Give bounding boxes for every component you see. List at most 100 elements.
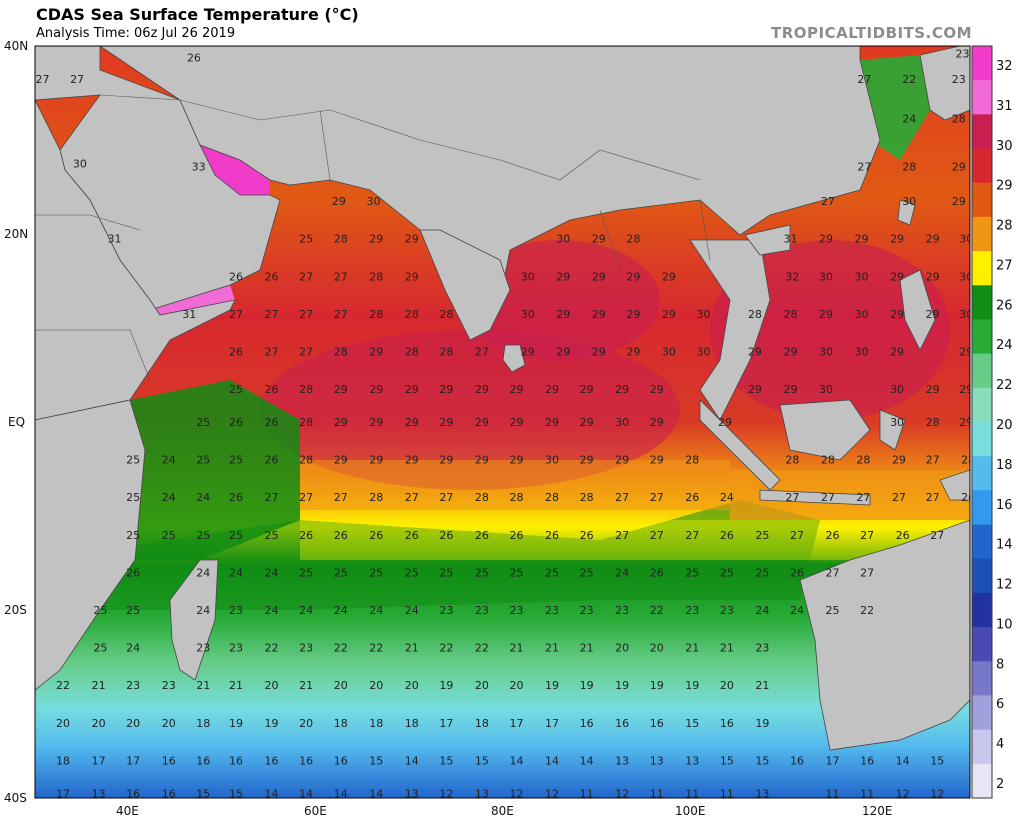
- sst-value-label: 25: [162, 529, 176, 542]
- sst-value-label: 20: [475, 679, 489, 692]
- colorbar-tick-label: 27: [996, 258, 1013, 273]
- colorbar-segment: [972, 627, 992, 662]
- sst-value-label: 26: [334, 529, 348, 542]
- sst-value-label: 18: [56, 754, 70, 767]
- sst-value-label: 22: [56, 679, 70, 692]
- sst-value-label: 29: [892, 454, 906, 467]
- southern-cool-band: [35, 500, 820, 610]
- yellow-band: [300, 520, 960, 560]
- sst-value-label: 29: [439, 383, 453, 396]
- colorbar-segment: [972, 558, 992, 594]
- sst-value-label: 16: [299, 754, 313, 767]
- lat-label-40n: 40N: [4, 39, 28, 53]
- sst-value-label: 22: [439, 642, 453, 655]
- sst-value-label: 23: [755, 642, 769, 655]
- sst-value-label: 28: [785, 454, 799, 467]
- sst-value-label: 28: [334, 233, 348, 246]
- sst-value-label: 23: [510, 604, 524, 617]
- sst-value-label: 12: [615, 787, 629, 800]
- sumatra: [699, 399, 781, 491]
- sst-value-label: 29: [855, 233, 869, 246]
- sst-value-label: 18: [369, 717, 383, 730]
- sst-value-label: 29: [580, 454, 594, 467]
- sst-value-label: 21: [755, 679, 769, 692]
- analysis-time: Analysis Time: 06z Jul 26 2019: [36, 26, 236, 41]
- sst-value-label: 30: [819, 346, 833, 359]
- colorbar-segment: [972, 114, 992, 150]
- sst-value-label: 16: [720, 717, 734, 730]
- sst-value-label: 13: [685, 754, 699, 767]
- sst-value-label: 28: [856, 454, 870, 467]
- sst-value-label: 23: [299, 642, 313, 655]
- sst-value-label: 26: [896, 529, 910, 542]
- sst-value-label: 31: [182, 308, 196, 321]
- sst-value-label: 18: [405, 717, 419, 730]
- sst-value-label: 24: [299, 604, 313, 617]
- sst-value-label: 24: [162, 491, 176, 504]
- sst-value-label: 25: [196, 416, 210, 429]
- colorbar-segment: [972, 456, 992, 491]
- persian-gulf: [200, 145, 270, 195]
- sst-value-label: 25: [196, 454, 210, 467]
- sst-value-label: 11: [650, 787, 664, 800]
- sst-value-label: 21: [299, 679, 313, 692]
- sst-value-label: 15: [475, 754, 489, 767]
- sst-value-label: 25: [299, 233, 313, 246]
- sst-value-label: 23: [545, 604, 559, 617]
- sst-value-label: 30: [902, 195, 916, 208]
- sst-value-label: 25: [405, 566, 419, 579]
- sst-value-label: 29: [718, 416, 732, 429]
- sst-value-label: 30: [545, 454, 559, 467]
- sst-value-label: 17: [826, 754, 840, 767]
- sst-value-label: 24: [196, 491, 210, 504]
- sst-value-label: 23: [229, 604, 243, 617]
- sst-value-label: 30: [819, 383, 833, 396]
- sst-value-label: 27: [926, 491, 940, 504]
- colorbar-tick-label: 8: [996, 657, 1004, 672]
- sst-value-label: 30: [855, 308, 869, 321]
- sst-value-label: 29: [926, 233, 940, 246]
- sst-value-label: 16: [860, 754, 874, 767]
- colorbar-segment: [972, 251, 992, 286]
- colorbar-segment: [972, 46, 992, 81]
- sst-value-label: 27: [334, 270, 348, 283]
- sst-value-label: 16: [334, 754, 348, 767]
- sst-value-label: 26: [229, 416, 243, 429]
- sst-value-label: 19: [685, 679, 699, 692]
- sst-value-label: 24: [369, 604, 383, 617]
- sst-value-label: 29: [369, 383, 383, 396]
- sst-value-label: 26: [685, 491, 699, 504]
- sst-value-label: 29: [783, 346, 797, 359]
- sst-value-label: 25: [93, 642, 107, 655]
- sst-value-label: 29: [439, 454, 453, 467]
- colorbar: [971, 45, 993, 799]
- sst-value-label: 27: [475, 346, 489, 359]
- sst-value-label: 15: [196, 787, 210, 800]
- sst-value-label: 28: [685, 454, 699, 467]
- sst-value-label: 27: [299, 270, 313, 283]
- colorbar-segment: [972, 285, 992, 320]
- sst-value-label: 29: [783, 383, 797, 396]
- lon-axis: 40E 60E 80E 100E 120E: [116, 804, 893, 818]
- sst-value-label: 11: [826, 787, 840, 800]
- sst-value-label: 29: [592, 270, 606, 283]
- sst-value-label: 25: [369, 566, 383, 579]
- sst-value-label: 29: [556, 270, 570, 283]
- hainan: [744, 224, 791, 256]
- sst-value-label: 29: [615, 454, 629, 467]
- map-frame: [34, 45, 971, 799]
- sst-value-label: 27: [650, 529, 664, 542]
- sst-value-label: 25: [755, 566, 769, 579]
- sst-value-label: 29: [748, 383, 762, 396]
- sst-value-label: 15: [720, 754, 734, 767]
- sst-value-label: 16: [229, 754, 243, 767]
- indochina: [689, 239, 771, 421]
- sst-value-label: 25: [126, 454, 140, 467]
- sst-value-label: 30: [959, 233, 973, 246]
- sst-value-label: 16: [790, 754, 804, 767]
- sst-value-label: 25: [755, 529, 769, 542]
- sst-value-label: 24: [196, 604, 210, 617]
- sst-value-label: 27: [790, 529, 804, 542]
- sst-value-label: 25: [510, 566, 524, 579]
- sst-value-label: 29: [650, 383, 664, 396]
